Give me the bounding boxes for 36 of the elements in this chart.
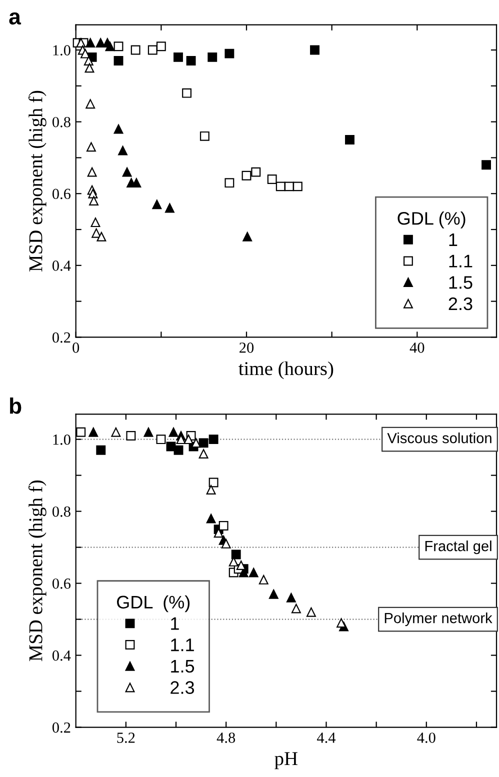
y-tick-label: 0.8 xyxy=(52,116,70,128)
y-tick-label: 1.0 xyxy=(53,434,70,445)
x-tick-label: 20 xyxy=(240,342,254,353)
x-tick-label: 40 xyxy=(410,342,424,353)
y-tick-label: 0.4 xyxy=(52,260,71,271)
y-axis-title: MSD exponent (high f) xyxy=(28,480,46,662)
legend-label: 1.1 xyxy=(449,254,472,268)
y-axis-title: MSD exponent (high f) xyxy=(28,90,46,272)
legend-label: 1.5 xyxy=(171,660,194,673)
x-tick-label: 4.8 xyxy=(216,732,236,743)
chart-title: a xyxy=(9,12,22,25)
x-tick-label: 4.0 xyxy=(417,732,436,743)
chart-title: b xyxy=(10,398,22,414)
y-tick-label: 0.2 xyxy=(52,332,70,343)
legend-label: 1 xyxy=(171,617,179,630)
y-tick-label: 1.0 xyxy=(53,45,70,56)
legend-label: 1.5 xyxy=(449,276,472,289)
legend-label: 1 xyxy=(449,234,458,246)
x-axis-title: pH xyxy=(274,752,298,770)
x-tick-label: 4.4 xyxy=(316,732,336,743)
x-axis-title: time (hours) xyxy=(238,361,334,380)
y-tick-label: 0.6 xyxy=(52,578,71,589)
y-tick-label: 0.6 xyxy=(52,188,71,200)
legend-title: GDL (%) xyxy=(117,595,190,612)
x-tick-label: 0 xyxy=(72,342,80,353)
y-tick-label: 0.2 xyxy=(52,722,70,733)
legend-label: 1.1 xyxy=(171,638,194,652)
legend-label: 2.3 xyxy=(170,681,194,694)
x-tick-label: 5.2 xyxy=(117,732,135,743)
ref-line-label: Polymer network xyxy=(384,612,492,626)
legend-title: GDL (%) xyxy=(398,212,466,228)
y-tick-label: 0.4 xyxy=(52,650,71,661)
ref-line-label: Viscous solution xyxy=(387,432,492,444)
legend-label: 2.3 xyxy=(448,297,472,310)
ref-line-label: Fractal gel xyxy=(425,540,492,554)
y-tick-label: 0.8 xyxy=(52,506,70,517)
